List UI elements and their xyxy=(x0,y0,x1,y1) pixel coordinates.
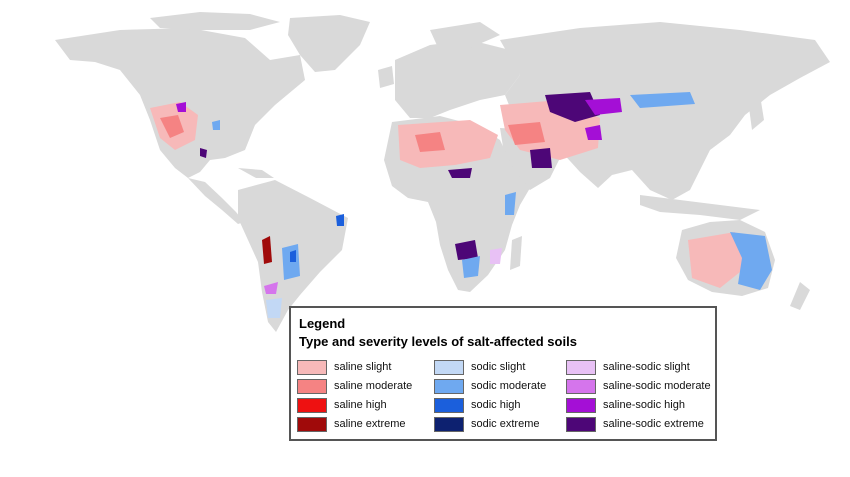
arabia-saline-sodic-extreme-region xyxy=(530,148,552,168)
india-saline-sodic-high-region xyxy=(585,125,602,140)
sa-saline-sodic-moderate-region xyxy=(264,282,278,294)
swatch-saline-sodic-extreme xyxy=(566,417,596,432)
legend-label: sodic high xyxy=(471,399,521,411)
asia-landmass xyxy=(500,22,830,200)
legend-label: saline-sodic moderate xyxy=(603,380,711,392)
legend-label: sodic slight xyxy=(471,361,526,373)
na-sodic-moderate-region xyxy=(212,120,220,130)
indonesia-islands xyxy=(640,195,760,220)
japan-islands xyxy=(748,95,764,130)
southern-africa-saline-sodic-extreme-region xyxy=(455,240,478,260)
legend-label: sodic extreme xyxy=(471,418,540,430)
west-africa-saline-sodic-extreme-region xyxy=(448,168,472,178)
legend-subtitle: Type and severity levels of salt-affecte… xyxy=(299,334,577,349)
sahara-saline-slight-region xyxy=(398,120,498,168)
caribbean-islands xyxy=(238,168,274,178)
swatch-saline-slight xyxy=(297,360,327,375)
southern-africa-sodic-moderate-region xyxy=(462,256,480,278)
legend-label: saline slight xyxy=(334,361,392,373)
southern-africa-saline-sodic-slight-region xyxy=(490,248,502,264)
legend-label: saline-sodic slight xyxy=(603,361,690,373)
europe-landmass xyxy=(395,40,520,118)
legend-label: saline-sodic extreme xyxy=(603,418,704,430)
mexico-saline-extreme-region xyxy=(200,148,207,158)
na-saline-moderate-region xyxy=(160,115,184,138)
australia-sodic-moderate-region xyxy=(730,232,772,290)
central-asia-saline-sodic-extreme-region xyxy=(545,92,600,122)
greenland-landmass xyxy=(288,15,370,72)
sahara-saline-moderate-region xyxy=(415,132,445,152)
sa-saline-extreme-region xyxy=(262,236,272,264)
madagascar xyxy=(510,236,522,270)
middle-east-saline-moderate-region xyxy=(508,122,545,145)
swatch-saline-sodic-moderate xyxy=(566,379,596,394)
swatch-sodic-moderate xyxy=(434,379,464,394)
na-saline-sodic-high-region xyxy=(176,102,186,112)
legend-label: saline-sodic high xyxy=(603,399,685,411)
swatch-saline-sodic-slight xyxy=(566,360,596,375)
swatch-sodic-slight xyxy=(434,360,464,375)
sa-sodic-slight-region xyxy=(266,298,282,318)
swatch-saline-sodic-high xyxy=(566,398,596,413)
legend-label: saline high xyxy=(334,399,387,411)
brazil-sodic-high-region xyxy=(336,214,344,226)
swatch-sodic-high xyxy=(434,398,464,413)
scandinavia-landmass xyxy=(430,22,500,52)
east-africa-sodic-moderate-region xyxy=(505,192,516,215)
swatch-sodic-extreme xyxy=(434,417,464,432)
legend-label: saline extreme xyxy=(334,418,406,430)
swatch-saline-high xyxy=(297,398,327,413)
central-asia-saline-sodic-high-region xyxy=(585,98,622,115)
legend-box: Legend Type and severity levels of salt-… xyxy=(289,306,717,441)
swatch-saline-extreme xyxy=(297,417,327,432)
legend-label: sodic moderate xyxy=(471,380,547,392)
new-zealand xyxy=(790,282,810,310)
arctic-islands-landmass xyxy=(150,12,280,30)
swatch-saline-moderate xyxy=(297,379,327,394)
australia-saline-slight-region xyxy=(688,232,745,288)
legend-heading: Legend xyxy=(299,316,346,331)
central-america-landmass xyxy=(188,178,244,224)
salt-affected-regions xyxy=(150,92,772,318)
british-isles xyxy=(378,66,394,88)
china-sodic-moderate-region xyxy=(630,92,695,108)
legend-label: saline moderate xyxy=(334,380,413,392)
sa-sodic-high-region xyxy=(290,250,296,262)
